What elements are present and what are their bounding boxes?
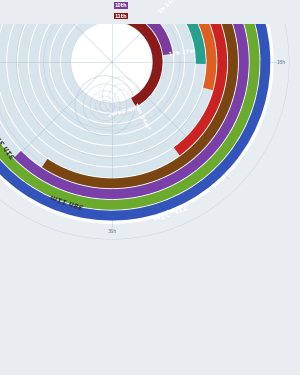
Wedge shape <box>0 0 249 199</box>
Wedge shape <box>0 0 270 220</box>
Wedge shape <box>0 0 238 188</box>
Circle shape <box>0 0 273 223</box>
Wedge shape <box>112 0 163 18</box>
Wedge shape <box>29 0 195 145</box>
Wedge shape <box>18 0 206 156</box>
Text: 17h 27m: 17h 27m <box>169 48 196 57</box>
Wedge shape <box>112 0 206 64</box>
Text: 18h: 18h <box>277 60 286 64</box>
Wedge shape <box>112 0 227 155</box>
Wedge shape <box>0 0 227 177</box>
Wedge shape <box>112 11 163 107</box>
Text: 11th: 11th <box>115 14 127 19</box>
Text: 38h 11m: 38h 11m <box>50 192 84 208</box>
Text: 10th: 10th <box>115 3 127 8</box>
Wedge shape <box>50 0 173 123</box>
Wedge shape <box>14 0 249 199</box>
Wedge shape <box>7 0 216 166</box>
Wedge shape <box>0 0 270 220</box>
Wedge shape <box>61 11 163 113</box>
Text: 34h 34m*: 34h 34m* <box>132 102 150 131</box>
Wedge shape <box>0 0 260 210</box>
Text: 34h 34m*: 34h 34m* <box>107 102 141 116</box>
Text: 9h 21m: 9h 21m <box>158 0 178 15</box>
Text: 31h 37m: 31h 37m <box>0 128 17 159</box>
Wedge shape <box>42 0 238 188</box>
Text: 71h 37m: 71h 37m <box>151 200 188 221</box>
Text: 36h: 36h <box>107 229 116 234</box>
Wedge shape <box>112 0 216 90</box>
Wedge shape <box>40 0 184 134</box>
Wedge shape <box>112 0 173 55</box>
Wedge shape <box>0 0 260 210</box>
